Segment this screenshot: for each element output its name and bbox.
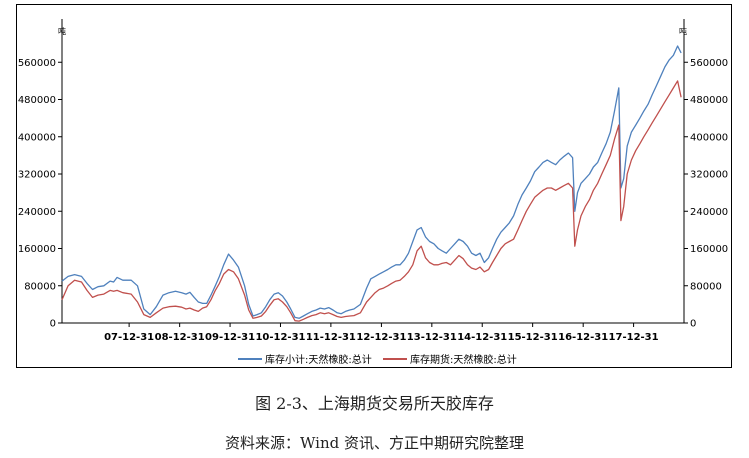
x-tick-label: 14-12-31 [457,332,507,343]
legend: 库存小计:天然橡胶:总计 库存期货:天然橡胶:总计 [238,353,517,366]
y-tick-label-left: 160000 [18,244,56,255]
x-tick-label: 10-12-31 [255,332,305,343]
x-tick-label: 07-12-31 [104,332,154,343]
series-line-2 [61,80,682,322]
axes: 0 0 80000 80000 160000 160000 240000 240000 3200… [18,19,728,343]
y-tick-label-right: 560000 [690,58,728,69]
y-tick-label-right: 240000 [690,207,728,218]
x-tick-label: 11-12-31 [306,332,356,343]
y-tick-label-right: 160000 [690,244,728,255]
chart-frame: 吨 吨 008000080000160000160000240000240000… [16,4,732,368]
y-tick-label-right: 80000 [690,281,722,292]
series-line-1 [61,45,682,319]
source-caption: 资料来源：Wind 资讯、方正中期研究院整理 [225,434,524,452]
y-tick-label-left: 80000 [24,281,56,292]
y-tick-label-left: 560000 [18,58,56,69]
line-chart: 吨 吨 008000080000160000160000240000240000… [18,19,728,366]
x-tick-label: 08-12-31 [155,332,205,343]
y-tick-label-right: 320000 [690,170,728,181]
y-tick-label-left: 240000 [18,207,56,218]
x-tick-label: 15-12-31 [508,332,558,343]
y-tick-label-right: 400000 [690,132,728,143]
y-tick-label-left: 0 [50,319,56,330]
legend-label-series-2: 库存期货:天然橡胶:总计 [410,353,517,366]
x-tick-label: 12-12-31 [356,332,406,343]
y-tick-label-left: 480000 [18,95,56,106]
y-tick-label-right: 0 [690,319,696,330]
y-unit-right: 吨 [679,26,687,36]
legend-label-series-1: 库存小计:天然橡胶:总计 [265,353,372,366]
y-tick-label-right: 480000 [690,95,728,106]
series-lines [61,45,682,322]
y-tick-label-left: 320000 [18,170,56,181]
x-tick-label: 16-12-31 [558,332,608,343]
y-tick-label-left: 400000 [18,132,56,143]
x-tick-label: 13-12-31 [407,332,457,343]
x-tick-label: 17-12-31 [609,332,659,343]
x-tick-label: 09-12-31 [205,332,255,343]
figure-caption: 图 2-3、上海期货交易所天胶库存 [255,394,494,413]
